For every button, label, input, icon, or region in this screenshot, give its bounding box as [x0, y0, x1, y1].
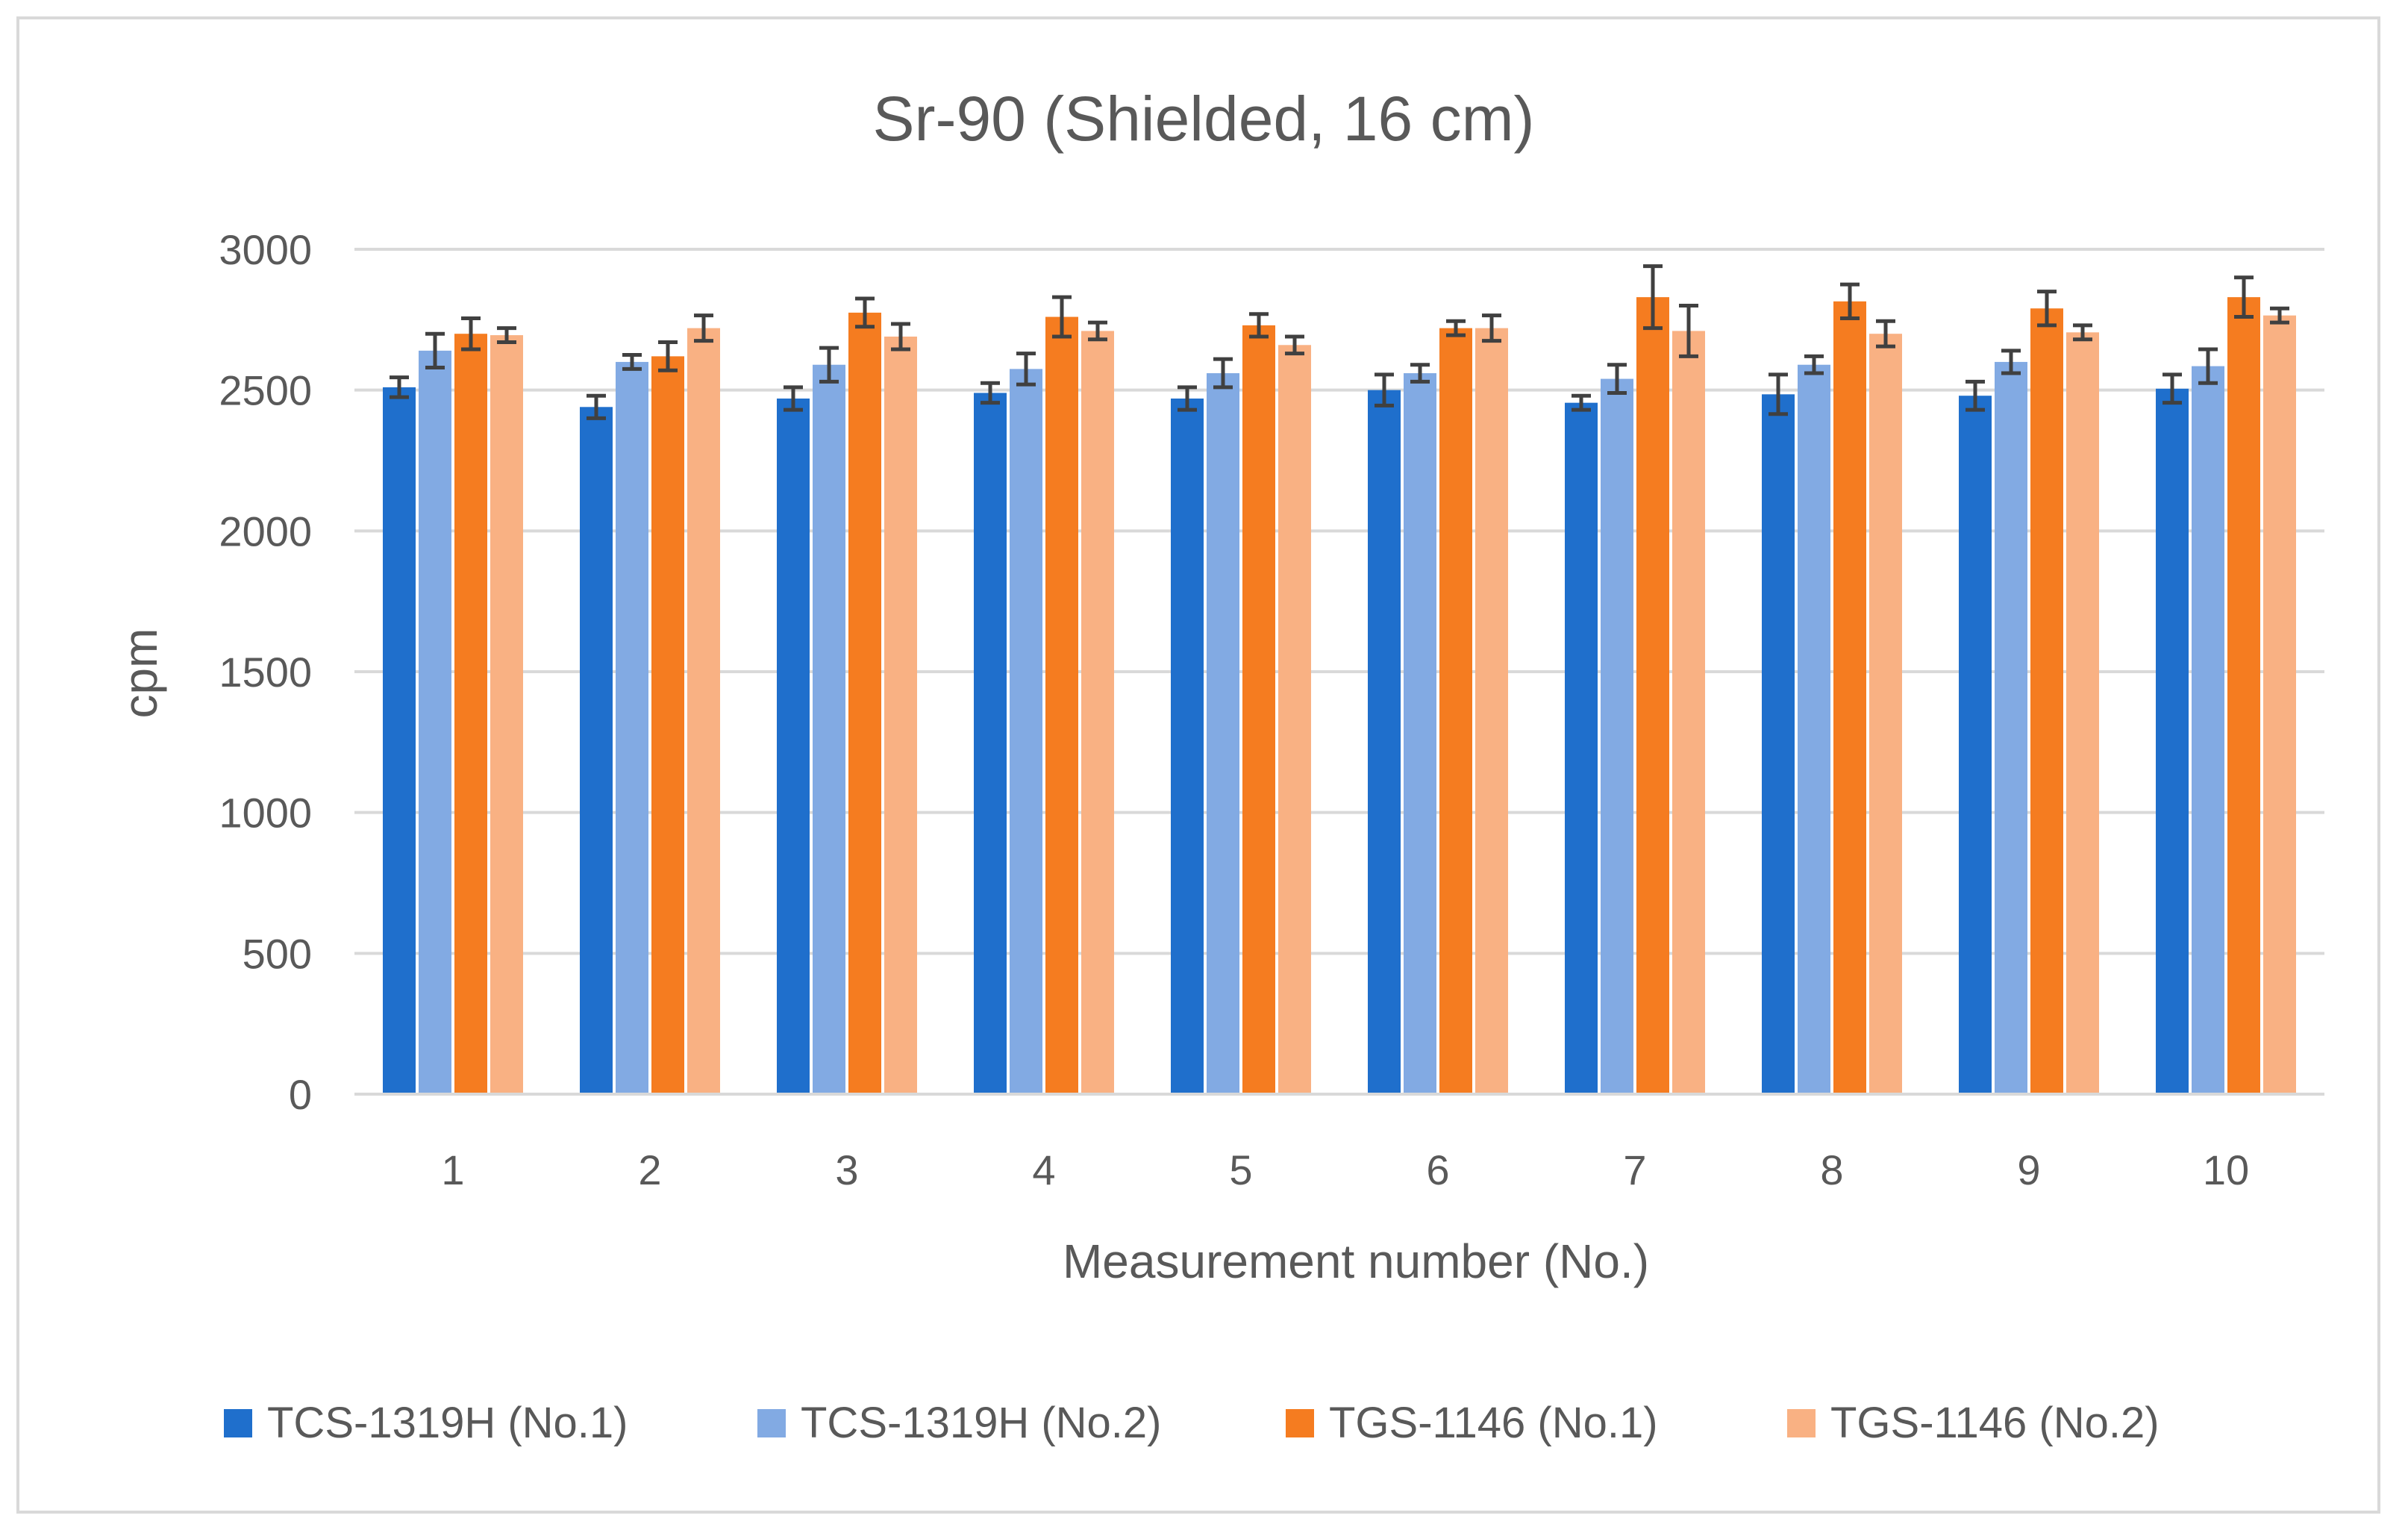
x-axis-label: Measurement number (No.)	[1063, 1234, 1649, 1288]
bar	[2263, 315, 2296, 1094]
bar	[1081, 331, 1114, 1095]
bar	[1404, 373, 1436, 1094]
bar	[1762, 394, 1795, 1094]
legend-item: TGS-1146 (No.1)	[1286, 1399, 1658, 1447]
bar	[1045, 316, 1078, 1094]
bar	[687, 328, 720, 1094]
legend-label: TGS-1146 (No.2)	[1830, 1399, 2160, 1447]
legend-item: TCS-1319H (No.1)	[224, 1399, 628, 1447]
bar	[974, 393, 1007, 1094]
bar	[616, 361, 648, 1094]
bar	[1672, 331, 1705, 1095]
error-bars	[390, 264, 2289, 420]
x-tick-label: 9	[2017, 1146, 2040, 1193]
x-tick-label: 8	[1820, 1146, 1843, 1193]
bar	[1439, 328, 1472, 1094]
y-tick-label: 2000	[219, 508, 312, 555]
bars	[383, 297, 2296, 1095]
legend-swatch	[224, 1409, 252, 1437]
x-tick-label: 10	[2203, 1146, 2249, 1193]
x-tick-label: 7	[1623, 1146, 1646, 1193]
bar	[1368, 390, 1401, 1094]
bar	[1869, 334, 1902, 1094]
bar	[1565, 402, 1598, 1094]
bar	[2227, 297, 2260, 1094]
bar	[1207, 373, 1239, 1094]
x-tick-label: 2	[638, 1146, 661, 1193]
bar	[1242, 325, 1275, 1094]
y-axis-label: cpm	[113, 628, 167, 719]
x-tick-label: 6	[1426, 1146, 1449, 1193]
y-tick-label: 1000	[219, 790, 312, 837]
legend-label: TCS-1319H (No.1)	[267, 1399, 628, 1447]
bar	[813, 364, 845, 1094]
bar	[1636, 297, 1669, 1094]
bar	[419, 350, 451, 1095]
y-tick-label: 500	[243, 930, 312, 977]
legend-label: TGS-1146 (No.1)	[1329, 1399, 1658, 1447]
bar	[1959, 396, 1992, 1094]
bar	[1171, 398, 1204, 1094]
bar	[454, 334, 487, 1094]
x-tick-label: 3	[835, 1146, 858, 1193]
gridlines	[354, 248, 2324, 955]
bar	[1010, 369, 1042, 1094]
bar	[777, 398, 810, 1094]
x-tick-label: 1	[441, 1146, 464, 1193]
legend-swatch	[1787, 1409, 1816, 1437]
bar	[884, 336, 917, 1094]
x-tick-label: 4	[1032, 1146, 1055, 1193]
bar	[383, 387, 416, 1094]
legend: TCS-1319H (No.1) TCS-1319H (No.2) TGS-1146…	[224, 1399, 2160, 1447]
chart-title: Sr-90 (Shielded, 16 cm)	[872, 84, 1534, 154]
bar	[651, 356, 684, 1094]
bar	[1833, 301, 1866, 1095]
bar	[848, 312, 881, 1094]
bar	[1475, 328, 1508, 1094]
bar	[2192, 366, 2224, 1094]
x-tick-label: 5	[1229, 1146, 1252, 1193]
y-tick-label: 0	[289, 1071, 312, 1118]
legend-label: TCS-1319H (No.2)	[801, 1399, 1161, 1447]
bar	[2156, 388, 2189, 1094]
bar	[1995, 361, 2027, 1094]
legend-swatch	[1286, 1409, 1314, 1437]
bar	[2066, 332, 2099, 1094]
bar	[490, 335, 523, 1094]
y-axis-ticks: 0 500 1000 1500 2000 2500 3000	[219, 226, 312, 1118]
bar	[1278, 345, 1311, 1094]
bar	[1601, 378, 1633, 1094]
y-tick-label: 3000	[219, 226, 312, 273]
legend-item: TGS-1146 (No.2)	[1787, 1399, 2160, 1447]
legend-item: TCS-1319H (No.2)	[757, 1399, 1161, 1447]
y-tick-label: 2500	[219, 367, 312, 414]
x-axis-ticks: 1 2 3 4 5 6 7 8 9 10	[441, 1146, 2249, 1193]
bar	[1798, 364, 1830, 1094]
bar	[580, 407, 613, 1094]
bar	[2030, 308, 2063, 1094]
y-tick-label: 1500	[219, 649, 312, 696]
legend-swatch	[757, 1409, 786, 1437]
